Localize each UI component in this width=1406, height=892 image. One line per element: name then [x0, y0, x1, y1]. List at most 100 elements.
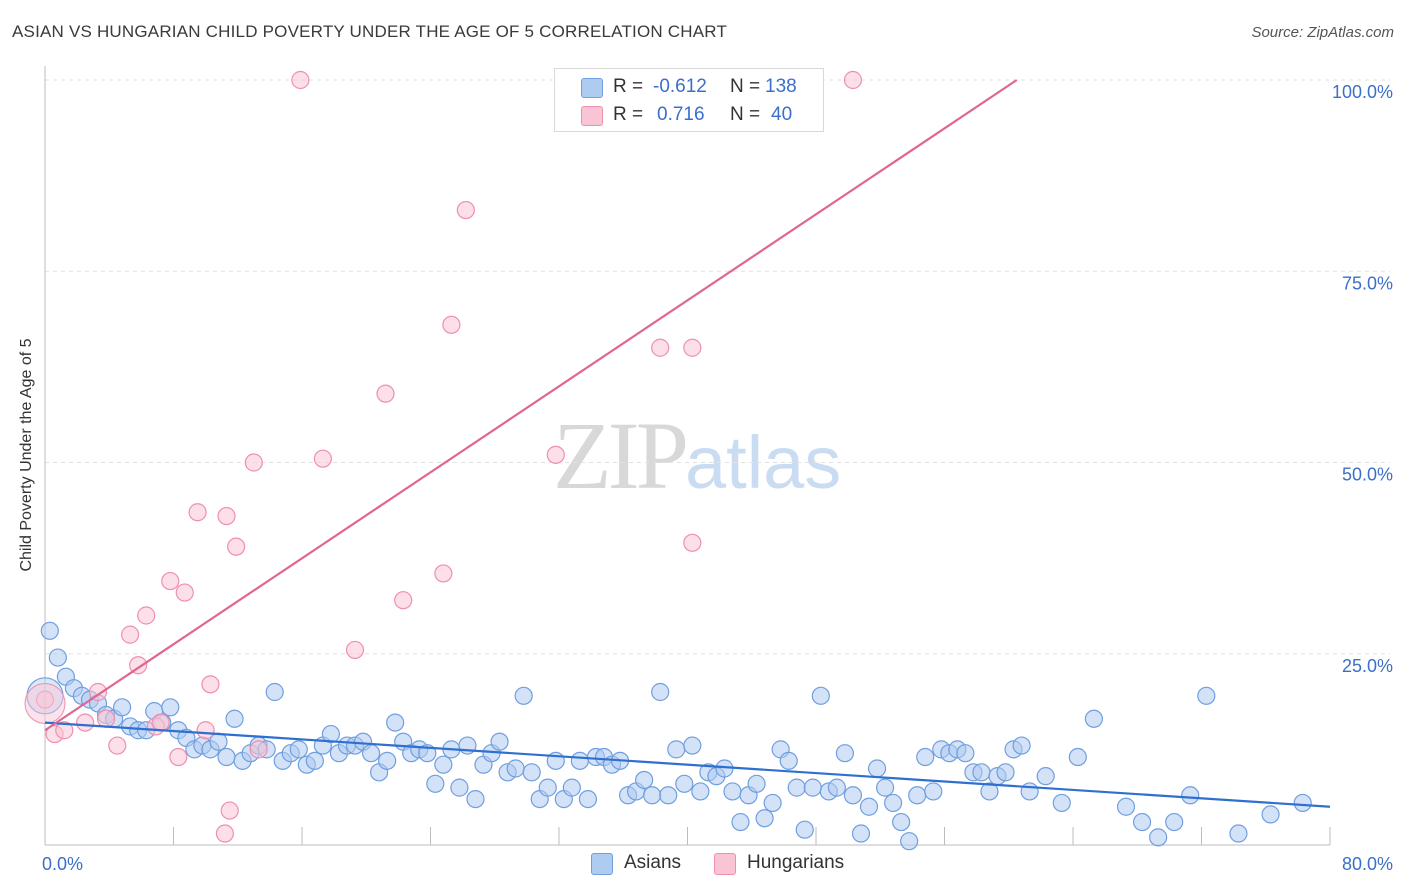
point-asians [659, 786, 678, 805]
point-asians [466, 789, 485, 809]
r-value: -0.612 [653, 76, 707, 97]
n-value: 40 [771, 104, 793, 125]
point-asians [514, 686, 533, 705]
point-hungarians [394, 591, 413, 610]
point-asians [578, 789, 598, 809]
point-asians [538, 778, 557, 797]
point-asians [980, 782, 999, 801]
r-value: 0.716 [657, 104, 705, 125]
point-asians [386, 713, 405, 732]
point-asians [787, 778, 806, 797]
point-asians [506, 759, 525, 778]
point-hungarians [24, 682, 66, 724]
point-asians [1084, 709, 1103, 728]
point-asians [1293, 793, 1312, 813]
point-asians [683, 736, 702, 755]
point-hungarians [196, 721, 215, 740]
stats-box: R = -0.612 N = 138 R = 0.716 N = 40 [554, 68, 824, 132]
point-hungarians [76, 713, 95, 732]
point-hungarians [217, 506, 236, 526]
watermark-zip: ZIP [553, 402, 689, 509]
stats-swatch-hungarians [581, 106, 603, 126]
legend-label-asians: Asians [624, 852, 682, 873]
point-asians [723, 782, 742, 801]
n-value: 138 [765, 76, 797, 97]
point-hungarians [683, 338, 702, 357]
point-asians [161, 698, 180, 717]
point-asians [908, 786, 927, 805]
point-asians [675, 774, 694, 793]
point-hungarians [108, 736, 127, 755]
point-asians [859, 797, 879, 816]
n-label: N = [730, 104, 761, 125]
x-tick-label: 80.0% [1342, 854, 1393, 874]
point-asians [795, 820, 814, 839]
point-asians [667, 740, 686, 759]
point-hungarians [345, 640, 365, 660]
point-asians [570, 751, 589, 770]
point-asians [1181, 786, 1200, 805]
point-hungarians [151, 713, 170, 732]
point-hungarians [843, 70, 863, 90]
point-hungarians [169, 747, 188, 767]
point-hungarians [546, 445, 565, 464]
point-asians [217, 747, 236, 767]
point-asians [48, 648, 67, 667]
point-asians [289, 740, 308, 759]
point-asians [1261, 805, 1280, 824]
point-asians [892, 812, 911, 832]
r-label: R = [613, 76, 644, 97]
point-asians [1165, 812, 1184, 832]
r-label: R = [613, 104, 644, 125]
point-asians [827, 778, 846, 797]
point-hungarians [215, 824, 234, 843]
trendline-asians [44, 721, 1331, 808]
y-tick-label: 100.0% [1332, 82, 1393, 102]
point-hungarians [442, 315, 461, 334]
point-asians [490, 732, 509, 751]
point-asians [1036, 767, 1055, 786]
point-asians [225, 709, 244, 728]
point-hungarians [244, 453, 263, 472]
legend-label-hungarians: Hungarians [747, 852, 845, 873]
point-asians [112, 698, 132, 717]
point-asians [651, 682, 670, 702]
point-asians [731, 812, 750, 832]
point-hungarians [376, 384, 395, 403]
point-asians [851, 824, 871, 843]
point-asians [1149, 828, 1168, 847]
point-asians [40, 621, 59, 640]
point-asians [434, 755, 453, 774]
point-asians [265, 682, 284, 702]
point-asians [1229, 824, 1248, 843]
point-hungarians [227, 537, 246, 556]
n-label: N = [730, 76, 761, 97]
point-hungarians [651, 338, 670, 357]
point-asians [972, 763, 991, 782]
point-asians [562, 778, 581, 797]
y-tick-label: 75.0% [1342, 273, 1393, 293]
point-asians [811, 686, 830, 705]
point-asians [956, 744, 975, 763]
legend-swatch-hungarians [714, 853, 736, 875]
point-asians [1197, 686, 1216, 705]
point-asians [996, 763, 1015, 782]
stats-swatch-asians [581, 78, 603, 98]
stats-row-asians: R = -0.612 N = 138 [555, 73, 823, 103]
point-asians [1116, 797, 1136, 816]
point-asians [305, 751, 324, 770]
point-asians [900, 832, 919, 851]
point-asians [867, 759, 887, 778]
point-asians [755, 809, 774, 828]
point-asians [522, 763, 541, 782]
point-asians [763, 793, 782, 813]
point-hungarians [456, 200, 475, 220]
point-hungarians [220, 801, 239, 820]
source-credit: Source: ZipAtlas.com [1251, 24, 1394, 41]
point-asians [426, 774, 445, 793]
point-asians [450, 778, 469, 797]
point-hungarians [313, 449, 332, 468]
trendline-hungarians [44, 79, 1018, 732]
point-hungarians [121, 625, 140, 644]
y-tick-label: 25.0% [1342, 656, 1393, 676]
